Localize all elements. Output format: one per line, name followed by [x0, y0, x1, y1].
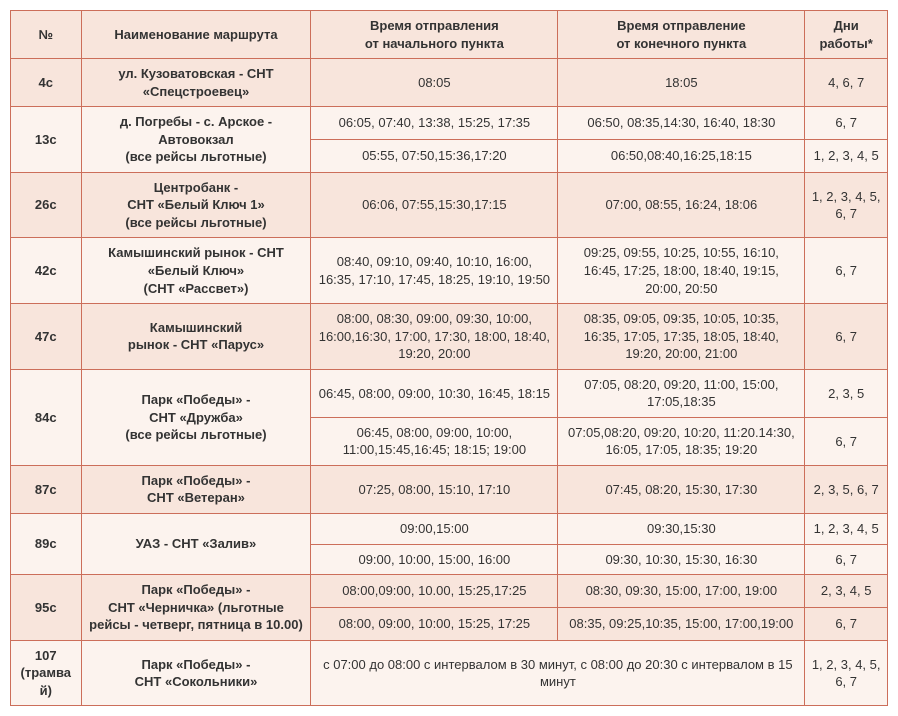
operating-days: 4, 6, 7 [805, 59, 888, 107]
route-name: Парк «Победы» -СНТ «Дружба»(все рейсы ль… [81, 369, 311, 465]
table-header-row: № Наименование маршрута Время отправлени… [11, 11, 888, 59]
route-name: УАЗ - СНТ «Залив» [81, 514, 311, 575]
arrival-times: 07:05, 08:20, 09:20, 11:00, 15:00, 17:05… [558, 369, 805, 417]
route-name: Камышинский рынок - СНТ «Белый Ключ»(СНТ… [81, 238, 311, 304]
departure-times: 09:00,15:00 [311, 514, 558, 545]
departure-times: 08:05 [311, 59, 558, 107]
operating-days: 6, 7 [805, 607, 888, 640]
arrival-times: 09:30, 10:30, 15:30, 16:30 [558, 544, 805, 575]
departure-times: 06:06, 07:55,15:30,17:15 [311, 172, 558, 238]
operating-days: 6, 7 [805, 417, 888, 465]
table-row: 107 (трамвай)Парк «Победы» -СНТ «Сокольн… [11, 640, 888, 706]
arrival-times: 09:30,15:30 [558, 514, 805, 545]
col-header-dep: Время отправленияот начального пункта [311, 11, 558, 59]
route-number: 84с [11, 369, 82, 465]
route-number: 42с [11, 238, 82, 304]
route-number: 13с [11, 107, 82, 173]
departure-times: 08:00, 08:30, 09:00, 09:30, 10:00, 16:00… [311, 304, 558, 370]
route-name: Парк «Победы» -СНТ «Ветеран» [81, 465, 311, 513]
route-name: Парк «Победы» -СНТ «Сокольники» [81, 640, 311, 706]
arrival-times: 07:45, 08:20, 15:30, 17:30 [558, 465, 805, 513]
departure-times: 09:00, 10:00, 15:00, 16:00 [311, 544, 558, 575]
table-body: 4сул. Кузоватовская - СНТ «Спецстроевец»… [11, 59, 888, 706]
merged-interval-note: с 07:00 до 08:00 с интервалом в 30 минут… [311, 640, 805, 706]
operating-days: 1, 2, 3, 4, 5 [805, 140, 888, 173]
departure-times: 08:00,09:00, 10.00, 15:25,17:25 [311, 575, 558, 608]
table-row: 4сул. Кузоватовская - СНТ «Спецстроевец»… [11, 59, 888, 107]
route-number: 47с [11, 304, 82, 370]
col-header-days: Дни работы* [805, 11, 888, 59]
operating-days: 2, 3, 5 [805, 369, 888, 417]
route-number: 87с [11, 465, 82, 513]
operating-days: 1, 2, 3, 4, 5, 6, 7 [805, 172, 888, 238]
operating-days: 6, 7 [805, 544, 888, 575]
departure-times: 07:25, 08:00, 15:10, 17:10 [311, 465, 558, 513]
arrival-times: 08:35, 09:25,10:35, 15:00, 17:00,19:00 [558, 607, 805, 640]
arrival-times: 06:50,08:40,16:25,18:15 [558, 140, 805, 173]
route-name: Камышинскийрынок - СНТ «Парус» [81, 304, 311, 370]
arrival-times: 09:25, 09:55, 10:25, 10:55, 16:10, 16:45… [558, 238, 805, 304]
col-header-num: № [11, 11, 82, 59]
table-row: 95сПарк «Победы» -СНТ «Черничка» (льготн… [11, 575, 888, 608]
table-row: 84сПарк «Победы» -СНТ «Дружба»(все рейсы… [11, 369, 888, 417]
route-number: 26с [11, 172, 82, 238]
arrival-times: 18:05 [558, 59, 805, 107]
table-row: 13сд. Погребы - с. Арское - Автовокзал(в… [11, 107, 888, 140]
arrival-times: 07:00, 08:55, 16:24, 18:06 [558, 172, 805, 238]
departure-times: 06:45, 08:00, 09:00, 10:30, 16:45, 18:15 [311, 369, 558, 417]
route-number: 95с [11, 575, 82, 641]
route-name: д. Погребы - с. Арское - Автовокзал(все … [81, 107, 311, 173]
operating-days: 1, 2, 3, 4, 5 [805, 514, 888, 545]
operating-days: 6, 7 [805, 107, 888, 140]
route-name: Центробанк -СНТ «Белый Ключ 1»(все рейсы… [81, 172, 311, 238]
departure-times: 08:00, 09:00, 10:00, 15:25, 17:25 [311, 607, 558, 640]
table-row: 42сКамышинский рынок - СНТ «Белый Ключ»(… [11, 238, 888, 304]
operating-days: 1, 2, 3, 4, 5, 6, 7 [805, 640, 888, 706]
route-number: 89с [11, 514, 82, 575]
arrival-times: 06:50, 08:35,14:30, 16:40, 18:30 [558, 107, 805, 140]
route-number: 107 (трамвай) [11, 640, 82, 706]
col-header-route: Наименование маршрута [81, 11, 311, 59]
schedule-table: № Наименование маршрута Время отправлени… [10, 10, 888, 706]
col-header-arr: Время отправлениеот конечного пункта [558, 11, 805, 59]
arrival-times: 08:30, 09:30, 15:00, 17:00, 19:00 [558, 575, 805, 608]
departure-times: 06:05, 07:40, 13:38, 15:25, 17:35 [311, 107, 558, 140]
table-row: 87сПарк «Победы» -СНТ «Ветеран»07:25, 08… [11, 465, 888, 513]
route-number: 4с [11, 59, 82, 107]
operating-days: 6, 7 [805, 304, 888, 370]
departure-times: 06:45, 08:00, 09:00, 10:00, 11:00,15:45,… [311, 417, 558, 465]
table-row: 47сКамышинскийрынок - СНТ «Парус»08:00, … [11, 304, 888, 370]
departure-times: 08:40, 09:10, 09:40, 10:10, 16:00, 16:35… [311, 238, 558, 304]
departure-times: 05:55, 07:50,15:36,17:20 [311, 140, 558, 173]
arrival-times: 07:05,08:20, 09:20, 10:20, 11:20.14:30, … [558, 417, 805, 465]
operating-days: 2, 3, 5, 6, 7 [805, 465, 888, 513]
operating-days: 2, 3, 4, 5 [805, 575, 888, 608]
route-name: Парк «Победы» -СНТ «Черничка» (льготные … [81, 575, 311, 641]
table-row: 89сУАЗ - СНТ «Залив»09:00,15:0009:30,15:… [11, 514, 888, 545]
route-name: ул. Кузоватовская - СНТ «Спецстроевец» [81, 59, 311, 107]
table-row: 26сЦентробанк -СНТ «Белый Ключ 1»(все ре… [11, 172, 888, 238]
arrival-times: 08:35, 09:05, 09:35, 10:05, 10:35, 16:35… [558, 304, 805, 370]
operating-days: 6, 7 [805, 238, 888, 304]
